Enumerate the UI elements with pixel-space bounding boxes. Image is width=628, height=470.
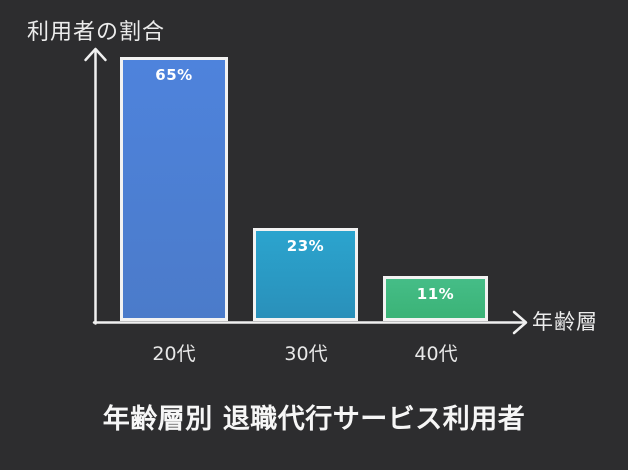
bar-40s: 11% xyxy=(383,276,488,321)
x-tick-label-30s: 30代 xyxy=(284,343,328,365)
x-tick-label-20s: 20代 xyxy=(152,343,196,365)
bar-30s: 23% xyxy=(253,228,358,321)
bar-value-label-20s: 65% xyxy=(155,66,193,84)
y-axis-title: 利用者の割合 xyxy=(27,20,166,45)
x-axis-arrow-icon xyxy=(512,310,528,335)
x-axis-title: 年齢層 xyxy=(532,310,598,334)
bar-value-label-40s: 11% xyxy=(416,285,455,303)
y-axis-arrow-icon xyxy=(84,47,107,62)
bar-value-label-30s: 23% xyxy=(286,237,325,255)
bar-20s: 65% xyxy=(120,57,228,321)
x-tick-label-40s: 40代 xyxy=(414,343,458,365)
chart-title: 年齢層別 退職代行サービス利用者 xyxy=(102,404,526,435)
